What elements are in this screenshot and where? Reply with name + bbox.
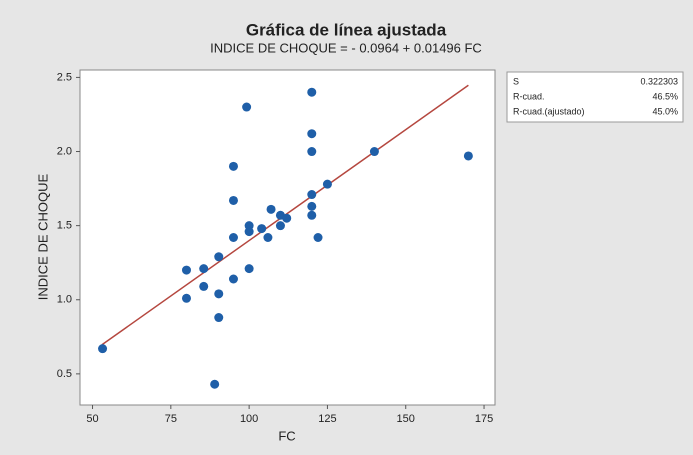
- point: [228, 233, 238, 242]
- x-tick-label: 175: [475, 413, 493, 425]
- point: [266, 204, 276, 214]
- y-tick-label: 2.5: [57, 71, 72, 83]
- y-axis-label: INDICE DE CHOQUE: [35, 173, 50, 300]
- point: [282, 213, 292, 223]
- chart-title: Gráfica de línea ajustada: [246, 20, 447, 39]
- point: [307, 190, 317, 200]
- point: [98, 344, 108, 354]
- point: [313, 233, 323, 242]
- point: [244, 264, 254, 274]
- point: [199, 264, 209, 274]
- stats-box: [506, 71, 684, 123]
- point: [214, 252, 224, 262]
- stats-label: R-cuad.(ajustado): [513, 106, 585, 116]
- x-tick-label: 100: [240, 413, 258, 425]
- x-axis-label: FC: [278, 428, 295, 443]
- point: [263, 233, 273, 242]
- point: [307, 210, 317, 220]
- x-tick-label: 125: [318, 413, 336, 425]
- y-tick-label: 1.0: [57, 294, 72, 306]
- point: [242, 102, 252, 112]
- point: [307, 201, 317, 211]
- x-tick-label: 50: [86, 413, 98, 425]
- point: [228, 161, 238, 171]
- plot-area: [79, 69, 496, 406]
- point: [210, 379, 220, 389]
- point: [214, 313, 224, 323]
- y-tick-label: 0.5: [57, 368, 72, 380]
- x-tick-label: 150: [397, 413, 415, 425]
- point: [199, 281, 209, 291]
- point: [181, 293, 191, 303]
- point: [307, 87, 317, 97]
- stats-value: 45.0%: [652, 106, 678, 116]
- point: [307, 129, 317, 139]
- point: [228, 195, 238, 205]
- point: [322, 179, 332, 189]
- y-tick-label: 2.0: [57, 145, 72, 157]
- point: [463, 151, 473, 161]
- point: [228, 274, 238, 284]
- stats-value: 0.322303: [640, 76, 678, 86]
- point: [244, 227, 254, 237]
- point: [257, 224, 267, 234]
- point: [369, 147, 379, 157]
- point: [307, 147, 317, 157]
- point: [181, 265, 191, 275]
- y-tick-label: 1.5: [57, 220, 72, 232]
- stats-value: 46.5%: [652, 91, 678, 101]
- stats-label: R-cuad.: [513, 91, 545, 101]
- point: [214, 289, 224, 299]
- point: [275, 221, 285, 231]
- chart-subtitle: INDICE DE CHOQUE = - 0.0964 + 0.01496 FC: [210, 40, 482, 55]
- stats-label: S: [513, 76, 519, 86]
- x-tick-label: 75: [165, 413, 177, 425]
